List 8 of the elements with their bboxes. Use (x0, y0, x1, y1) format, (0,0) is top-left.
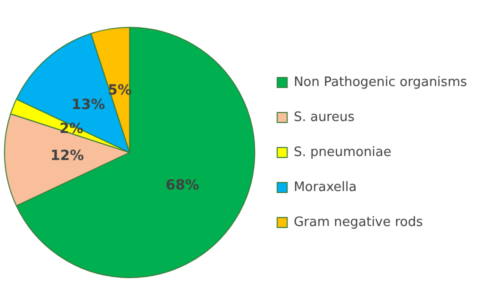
data-label: 68% (166, 178, 200, 194)
legend-label: Moraxella (294, 180, 357, 195)
legend-label: Gram negative rods (294, 214, 424, 230)
data-label: 12% (50, 148, 84, 164)
data-label: 13% (71, 97, 105, 114)
legend-label: S. pneumoniae (294, 144, 392, 160)
legend-label: S. aureus (294, 110, 355, 125)
legend-label: Non Pathogenic organisms (294, 74, 468, 90)
